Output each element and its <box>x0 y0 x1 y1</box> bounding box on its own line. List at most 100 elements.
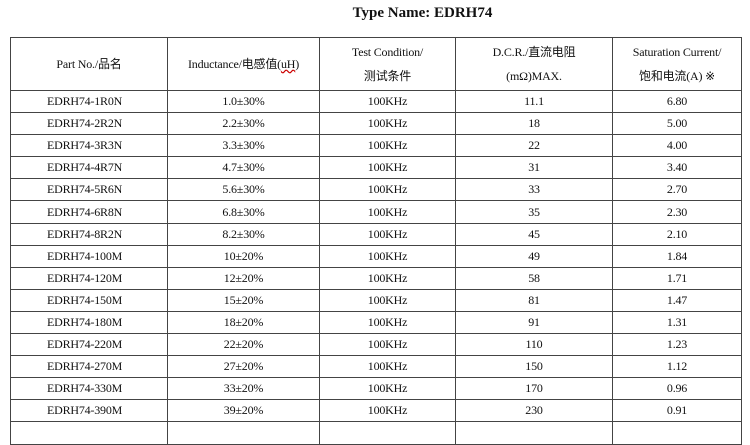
part-no-cell: EDRH74-150M <box>10 288 168 312</box>
inductance-cell: 8.2±30% <box>167 222 320 246</box>
test-condition-cell: 100KHz <box>319 333 456 357</box>
header-inductance-close: ) <box>295 57 300 71</box>
spec-table: Part No./品名 Inductance/电感值(uH) Test Cond… <box>10 37 742 445</box>
part-no-cell: EDRH74-220M <box>10 333 168 357</box>
saturation-cell: 1.23 <box>612 333 742 357</box>
empty-cell <box>10 421 168 445</box>
part-no-cell: EDRH74-120M <box>10 266 168 290</box>
part-no-cell: EDRH74-330M <box>10 377 168 401</box>
table-row: EDRH74-8R2N 8.2±30% 100KHz 45 2.10 <box>10 222 742 246</box>
saturation-cell: 1.12 <box>612 355 742 379</box>
dcr-cell: 35 <box>455 200 613 224</box>
saturation-cell: 1.31 <box>612 310 742 335</box>
saturation-cell: 1.71 <box>612 266 742 290</box>
test-condition-cell: 100KHz <box>319 310 456 335</box>
header-row: Part No./品名 Inductance/电感值(uH) Test Cond… <box>10 37 742 91</box>
test-condition-cell: 100KHz <box>319 266 456 290</box>
header-part-no-label: Part No./品名 <box>56 57 122 71</box>
table-row: EDRH74-120M 12±20% 100KHz 58 1.71 <box>10 266 742 290</box>
test-condition-cell: 100KHz <box>319 134 456 158</box>
header-dcr-line2: (mΩ)MAX. <box>506 69 562 83</box>
inductance-cell: 2.2±30% <box>167 112 320 136</box>
inductance-cell: 12±20% <box>167 266 320 290</box>
part-no-cell: EDRH74-6R8N <box>10 200 168 224</box>
inductance-cell: 27±20% <box>167 355 320 379</box>
table-row: EDRH74-180M 18±20% 100KHz 91 1.31 <box>10 310 742 335</box>
table-row: EDRH74-220M 22±20% 100KHz 110 1.23 <box>10 333 742 357</box>
test-condition-cell: 100KHz <box>319 222 456 246</box>
dcr-cell: 11.1 <box>455 89 613 114</box>
table-row: EDRH74-5R6N 5.6±30% 100KHz 33 2.70 <box>10 178 742 202</box>
part-no-cell: EDRH74-3R3N <box>10 134 168 158</box>
header-sat-line1: Saturation Current/ <box>632 45 722 59</box>
inductance-cell: 33±20% <box>167 377 320 401</box>
header-test-condition: Test Condition/测试条件 <box>319 37 456 91</box>
header-sat-line2: 饱和电流(A) ※ <box>639 69 715 83</box>
table-row-partial <box>10 421 742 445</box>
header-dcr: D.C.R./直流电阻 (mΩ)MAX. <box>455 37 613 91</box>
saturation-cell: 1.84 <box>612 244 742 268</box>
empty-cell <box>612 421 742 445</box>
header-inductance-unit: uH <box>280 57 296 71</box>
dcr-cell: 31 <box>455 156 613 180</box>
saturation-cell: 3.40 <box>612 156 742 180</box>
inductance-cell: 10±20% <box>167 244 320 268</box>
table-row: EDRH74-100M 10±20% 100KHz 49 1.84 <box>10 244 742 268</box>
part-no-cell: EDRH74-270M <box>10 355 168 379</box>
dcr-cell: 22 <box>455 134 613 158</box>
table-row: EDRH74-4R7N 4.7±30% 100KHz 31 3.40 <box>10 156 742 180</box>
test-condition-cell: 100KHz <box>319 112 456 136</box>
part-no-cell: EDRH74-2R2N <box>10 112 168 136</box>
empty-cell <box>455 421 613 445</box>
part-no-cell: EDRH74-5R6N <box>10 178 168 202</box>
saturation-cell: 2.10 <box>612 222 742 246</box>
part-no-cell: EDRH74-390M <box>10 399 168 423</box>
saturation-cell: 6.80 <box>612 89 742 114</box>
table-row: EDRH74-1R0N 1.0±30% 100KHz 11.1 6.80 <box>10 89 742 114</box>
table-row: EDRH74-390M 39±20% 100KHz 230 0.91 <box>10 399 742 423</box>
saturation-cell: 0.91 <box>612 399 742 423</box>
test-condition-cell: 100KHz <box>319 377 456 401</box>
test-condition-cell: 100KHz <box>319 355 456 379</box>
dcr-cell: 91 <box>455 310 613 335</box>
dcr-cell: 49 <box>455 244 613 268</box>
test-condition-cell: 100KHz <box>319 156 456 180</box>
empty-cell <box>319 421 456 445</box>
saturation-cell: 1.47 <box>612 288 742 312</box>
part-no-cell: EDRH74-100M <box>10 244 168 268</box>
dcr-cell: 230 <box>455 399 613 423</box>
header-inductance-label: Inductance/电感值( <box>187 57 281 71</box>
table-row: EDRH74-2R2N 2.2±30% 100KHz 18 5.00 <box>10 112 742 136</box>
table-row: EDRH74-270M 27±20% 100KHz 150 1.12 <box>10 355 742 379</box>
test-condition-cell: 100KHz <box>319 244 456 268</box>
dcr-cell: 110 <box>455 333 613 357</box>
saturation-cell: 0.96 <box>612 377 742 401</box>
table-row: EDRH74-3R3N 3.3±30% 100KHz 22 4.00 <box>10 134 742 158</box>
saturation-cell: 4.00 <box>612 134 742 158</box>
part-no-cell: EDRH74-8R2N <box>10 222 168 246</box>
test-condition-cell: 100KHz <box>319 89 456 114</box>
test-condition-cell: 100KHz <box>319 399 456 423</box>
table-row: EDRH74-330M 33±20% 100KHz 170 0.96 <box>10 377 742 401</box>
inductance-cell: 5.6±30% <box>167 178 320 202</box>
inductance-cell: 39±20% <box>167 399 320 423</box>
table-row: EDRH74-150M 15±20% 100KHz 81 1.47 <box>10 288 742 312</box>
test-condition-cell: 100KHz <box>319 200 456 224</box>
dcr-cell: 45 <box>455 222 613 246</box>
page-title: Type Name: EDRH74 <box>352 5 493 21</box>
header-test-line1: Test Condition/ <box>351 45 424 59</box>
header-inductance: Inductance/电感值(uH) <box>167 37 320 91</box>
saturation-cell: 2.70 <box>612 178 742 202</box>
header-part-no: Part No./品名 <box>10 37 168 91</box>
dcr-cell: 33 <box>455 178 613 202</box>
test-condition-cell: 100KHz <box>319 288 456 312</box>
dcr-cell: 58 <box>455 266 613 290</box>
table-row: EDRH74-6R8N 6.8±30% 100KHz 35 2.30 <box>10 200 742 224</box>
inductance-cell: 3.3±30% <box>167 134 320 158</box>
header-test-line2: 测试条件 <box>363 69 412 83</box>
empty-cell <box>167 421 320 445</box>
inductance-cell: 18±20% <box>167 310 320 335</box>
inductance-cell: 22±20% <box>167 333 320 357</box>
saturation-cell: 5.00 <box>612 112 742 136</box>
part-no-cell: EDRH74-1R0N <box>10 89 168 114</box>
